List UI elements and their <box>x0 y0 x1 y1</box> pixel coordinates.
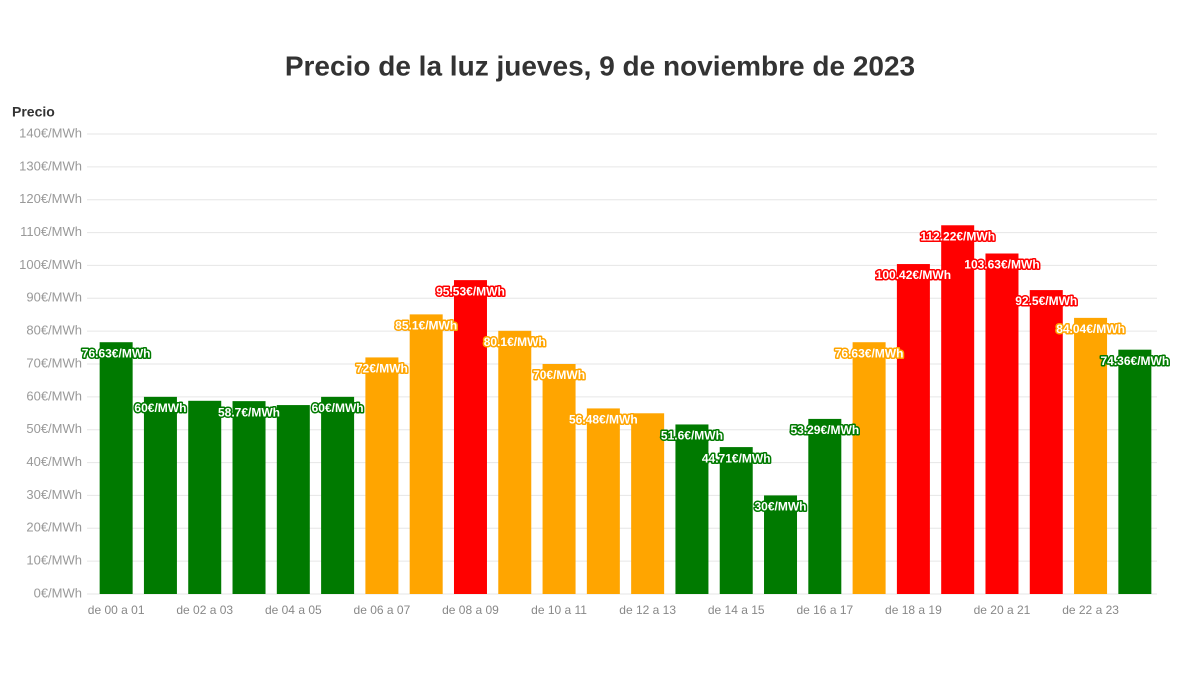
bar <box>1118 349 1152 594</box>
y-tick-label: 10€/MWh <box>26 553 82 568</box>
data-label: 76.63€/MWh <box>835 346 904 360</box>
data-label: 74.36€/MWh <box>1101 354 1170 368</box>
x-tick-label: de 06 a 07 <box>354 603 411 617</box>
data-label: 95.53€/MWh <box>436 284 505 298</box>
bar <box>852 342 886 594</box>
bar <box>896 264 930 594</box>
bar <box>586 408 620 594</box>
bar <box>232 401 266 594</box>
bar <box>99 342 133 594</box>
y-tick-label: 60€/MWh <box>26 388 82 403</box>
x-tick-label: de 12 a 13 <box>619 603 676 617</box>
data-label: 84.04€/MWh <box>1056 322 1125 336</box>
x-tick-label: de 02 a 03 <box>176 603 233 617</box>
data-label: 112.22€/MWh <box>920 229 995 243</box>
bar <box>631 413 665 594</box>
y-tick-label: 90€/MWh <box>26 290 82 305</box>
bar <box>453 280 487 594</box>
x-tick-label: de 16 a 17 <box>796 603 853 617</box>
y-tick-label: 70€/MWh <box>26 355 82 370</box>
chart-title: Precio de la luz jueves, 9 de noviembre … <box>285 50 915 81</box>
bar <box>1029 290 1063 594</box>
data-label: 76.63€/MWh <box>82 346 151 360</box>
bar <box>409 314 443 594</box>
data-label: 30€/MWh <box>755 500 807 514</box>
x-tick-label: de 14 a 15 <box>708 603 765 617</box>
x-tick-label: de 20 a 21 <box>974 603 1031 617</box>
y-tick-label: 140€/MWh <box>19 125 82 140</box>
y-tick-label: 110€/MWh <box>20 224 82 239</box>
data-label: 60€/MWh <box>134 401 186 415</box>
x-tick-label: de 00 a 01 <box>88 603 145 617</box>
bar <box>985 253 1019 594</box>
bar <box>719 447 753 594</box>
bar <box>808 418 842 594</box>
y-tick-label: 30€/MWh <box>26 487 82 502</box>
y-axis-title: Precio <box>12 104 55 120</box>
bar <box>941 225 975 594</box>
y-tick-label: 50€/MWh <box>26 421 82 436</box>
x-tick-label: de 04 a 05 <box>265 603 322 617</box>
data-label: 103.63€/MWh <box>964 258 1039 272</box>
x-tick-label: de 18 a 19 <box>885 603 942 617</box>
y-tick-label: 80€/MWh <box>26 323 82 338</box>
data-label: 80.1€/MWh <box>484 335 546 349</box>
bar <box>143 396 177 594</box>
x-tick-label: de 10 a 11 <box>531 603 587 617</box>
bar <box>675 424 709 594</box>
bar <box>188 400 222 594</box>
y-tick-label: 130€/MWh <box>19 158 82 173</box>
data-label: 72€/MWh <box>356 362 408 376</box>
data-label: 53.29€/MWh <box>790 423 859 437</box>
data-label: 56.48€/MWh <box>569 413 638 427</box>
bar <box>542 364 576 594</box>
data-label: 92.5€/MWh <box>1015 294 1077 308</box>
y-tick-label: 100€/MWh <box>19 257 82 272</box>
data-label: 85.1€/MWh <box>395 319 457 333</box>
bar <box>764 495 798 594</box>
data-label: 44.71€/MWh <box>702 451 771 465</box>
data-label: 51.6€/MWh <box>661 429 723 443</box>
data-label: 58.7€/MWh <box>218 405 280 419</box>
bar <box>1074 317 1108 594</box>
x-tick-label: de 08 a 09 <box>442 603 499 617</box>
bar <box>498 330 532 594</box>
y-tick-label: 0€/MWh <box>34 585 82 600</box>
y-tick-label: 20€/MWh <box>26 520 82 535</box>
bar <box>321 396 355 594</box>
data-label: 70€/MWh <box>533 368 585 382</box>
data-label: 100.42€/MWh <box>876 268 951 282</box>
bar <box>276 405 310 594</box>
y-tick-label: 120€/MWh <box>19 191 82 206</box>
x-tick-label: de 22 a 23 <box>1062 603 1119 617</box>
bar <box>365 357 399 594</box>
y-tick-label: 40€/MWh <box>26 454 82 469</box>
data-label: 60€/MWh <box>312 401 364 415</box>
